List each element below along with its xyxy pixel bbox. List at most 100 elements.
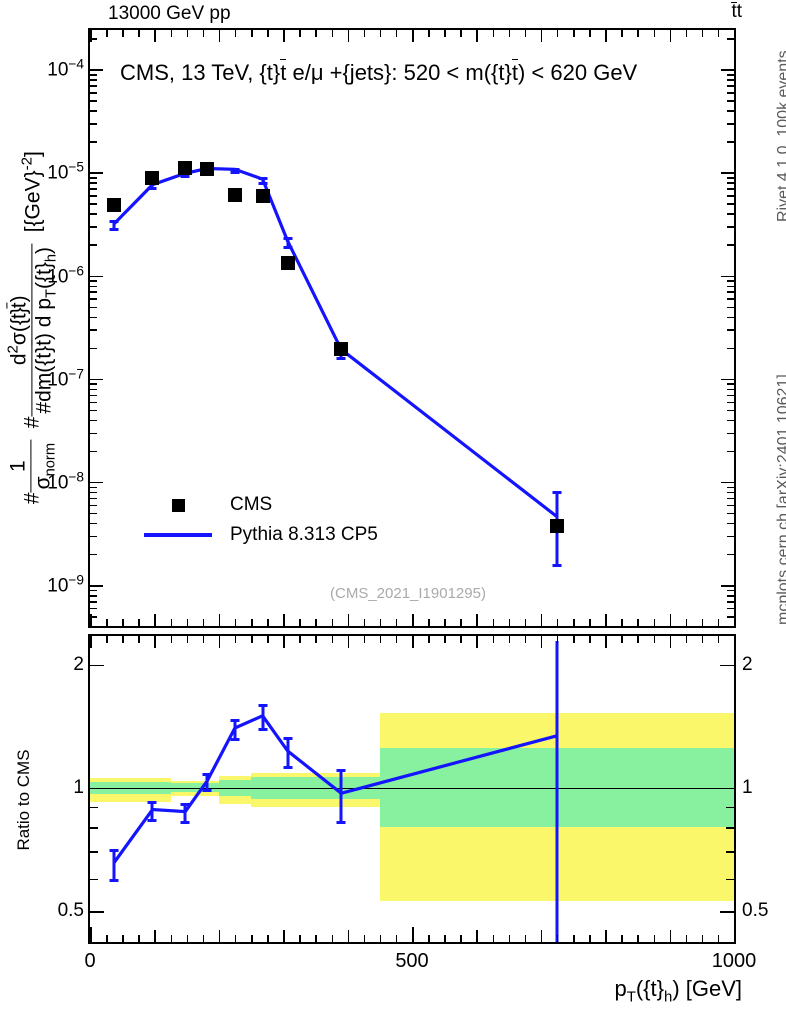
y-tick[interactable] [727, 607, 734, 610]
y-tick[interactable] [90, 38, 97, 40]
y-tick[interactable] [727, 388, 734, 391]
ratio-y-tick[interactable] [726, 827, 734, 830]
y-tick[interactable] [90, 226, 97, 228]
y-tick[interactable] [90, 244, 97, 247]
ratio-x-tick[interactable] [218, 930, 221, 942]
ratio-x-tick[interactable] [524, 935, 527, 942]
data-marker[interactable] [145, 171, 160, 186]
y-tick[interactable] [90, 600, 97, 603]
y-tick[interactable] [727, 110, 734, 112]
y-tick[interactable] [90, 512, 97, 515]
ratio-error-cap[interactable] [180, 820, 190, 824]
ratio-x-tick[interactable] [315, 636, 317, 643]
ratio-x-tick[interactable] [299, 636, 301, 643]
y-tick[interactable] [90, 123, 97, 125]
y-tick[interactable] [727, 497, 734, 500]
ratio-x-tick[interactable] [106, 636, 108, 643]
y-tick[interactable] [727, 306, 734, 309]
x-tick[interactable] [186, 30, 189, 37]
ratio-x-tick[interactable] [444, 636, 446, 643]
x-tick[interactable] [202, 619, 205, 626]
ratio-y-tick-label[interactable]: 0.5 [57, 900, 84, 922]
x-tick[interactable] [122, 619, 124, 626]
ratio-x-tick[interactable] [154, 930, 156, 942]
ratio-x-tick[interactable] [331, 935, 334, 942]
y-tick-label[interactable]: 10−6 [47, 262, 84, 288]
x-tick[interactable] [605, 30, 607, 42]
y-tick[interactable] [90, 188, 97, 190]
y-tick[interactable] [727, 409, 734, 412]
data-marker[interactable] [200, 161, 215, 176]
ratio-error-cap[interactable] [147, 800, 157, 804]
y-tick[interactable] [90, 409, 97, 412]
y-tick[interactable] [727, 450, 734, 453]
y-tick[interactable] [727, 177, 734, 179]
data-marker[interactable] [106, 198, 121, 213]
x-tick[interactable] [395, 619, 398, 626]
y-tick[interactable] [90, 383, 97, 385]
ratio-x-tick[interactable] [395, 935, 398, 942]
ratio-error-cap[interactable] [230, 737, 240, 741]
x-tick[interactable] [734, 614, 736, 626]
ratio-y-tick-major[interactable] [90, 911, 104, 913]
x-tick[interactable] [637, 619, 639, 626]
y-tick[interactable] [727, 195, 734, 197]
y-tick[interactable] [90, 285, 97, 288]
x-tick[interactable] [605, 614, 607, 626]
y-tick[interactable] [90, 491, 97, 494]
ratio-x-tick[interactable] [299, 935, 301, 942]
ratio-y-tick-major[interactable] [90, 787, 104, 790]
ratio-x-tick[interactable] [379, 935, 382, 942]
ratio-x-tick[interactable] [267, 935, 269, 942]
x-tick[interactable] [267, 30, 269, 37]
ratio-x-tick[interactable] [508, 636, 511, 643]
x-tick[interactable] [251, 619, 253, 626]
data-marker[interactable] [255, 189, 270, 203]
error-bar-cap[interactable] [283, 237, 293, 241]
x-tick[interactable] [508, 619, 511, 626]
x-tick[interactable] [170, 619, 173, 626]
ratio-x-tick[interactable] [363, 636, 366, 643]
data-marker[interactable] [227, 187, 242, 202]
x-tick[interactable] [363, 619, 366, 626]
ratio-x-tick[interactable] [267, 636, 269, 643]
y-tick[interactable] [90, 73, 97, 76]
x-tick[interactable] [106, 619, 108, 626]
ratio-x-tick[interactable] [492, 935, 495, 942]
ratio-x-tick-major[interactable] [90, 927, 92, 942]
error-bar-cap[interactable] [230, 167, 240, 171]
ratio-x-tick[interactable] [685, 935, 688, 942]
x-tick[interactable] [363, 30, 366, 37]
y-tick[interactable] [90, 347, 97, 350]
x-tick[interactable] [637, 30, 639, 37]
ratio-x-tick[interactable] [218, 636, 221, 648]
y-tick[interactable] [727, 394, 734, 397]
y-tick[interactable] [90, 85, 97, 87]
y-tick[interactable] [727, 316, 734, 319]
y-tick[interactable] [90, 306, 97, 309]
ratio-y-tick-label[interactable]: 2 [73, 653, 84, 675]
y-tick[interactable] [727, 616, 734, 618]
y-tick[interactable] [727, 188, 734, 190]
y-tick[interactable] [727, 298, 734, 300]
x-tick-label[interactable]: 500 [395, 950, 429, 972]
x-tick[interactable] [347, 614, 350, 626]
y-tick[interactable] [721, 172, 734, 174]
ratio-y-tick-major[interactable] [720, 787, 734, 790]
y-tick[interactable] [727, 92, 734, 94]
y-tick[interactable] [727, 203, 734, 205]
y-tick[interactable] [727, 182, 734, 184]
x-tick[interactable] [524, 619, 527, 626]
x-tick[interactable] [267, 619, 269, 626]
y-tick[interactable] [90, 388, 97, 391]
y-tick[interactable] [90, 203, 97, 205]
y-tick[interactable] [90, 110, 97, 112]
y-tick[interactable] [727, 383, 734, 385]
ratio-x-tick[interactable] [589, 935, 591, 942]
x-tick[interactable] [717, 30, 720, 37]
y-tick-label[interactable]: 10−8 [47, 469, 84, 494]
ratio-x-tick[interactable] [605, 930, 607, 942]
x-tick[interactable] [395, 30, 398, 37]
y-tick-label[interactable]: 10−5 [47, 159, 84, 185]
ratio-y-tick-label-right[interactable]: 1 [742, 776, 753, 798]
